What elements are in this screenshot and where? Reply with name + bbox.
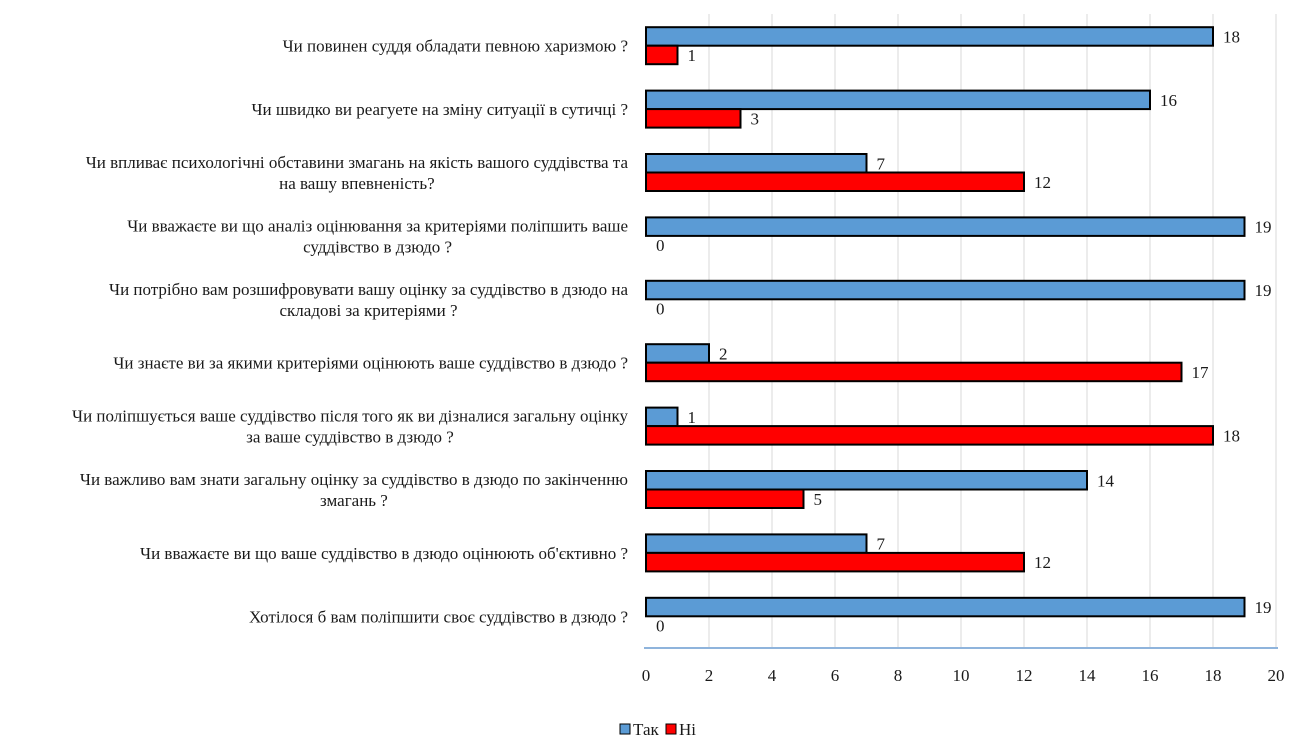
category-label: Чи вважаєте ви що ваше суддівство в дзюд…	[140, 544, 628, 563]
x-tick-label: 4	[768, 666, 777, 685]
x-tick-label: 2	[705, 666, 714, 685]
bar-ni	[645, 551, 1025, 573]
bar-tak	[645, 533, 868, 554]
bar-tak	[645, 596, 1246, 618]
category-labels: Чи повинен суддя обладати певною харизмо…	[72, 37, 628, 627]
data-label: 5	[814, 490, 823, 509]
bar-tak	[645, 153, 868, 174]
bar-tak	[645, 26, 1214, 47]
data-label: 19	[1255, 281, 1272, 300]
data-label: 0	[656, 300, 665, 319]
data-label: 18	[1223, 426, 1240, 445]
bar-ni	[645, 361, 1183, 383]
category-label: Чи знаєте ви за якими критеріями оцінюют…	[113, 354, 628, 373]
bars	[645, 26, 1246, 618]
data-label: 7	[877, 535, 886, 554]
data-label: 12	[1034, 553, 1051, 572]
x-tick-label: 10	[953, 666, 970, 685]
legend: Так Ні	[619, 720, 696, 739]
bar-tak	[645, 279, 1246, 301]
legend-label: Так	[633, 720, 660, 739]
legend-swatch-tak	[619, 723, 631, 735]
legend-swatch-ni	[665, 723, 677, 735]
category-label: Хотілося б вам поліпшити своє суддівство…	[249, 607, 628, 626]
bar-tak	[645, 216, 1246, 237]
data-label: 18	[1223, 27, 1240, 46]
x-tick-label: 14	[1079, 666, 1097, 685]
category-label: Чи потрібно вам розшифровувати вашу оцін…	[109, 280, 628, 320]
bar-ni	[645, 425, 1214, 446]
bar-ni	[645, 44, 679, 66]
category-label: Чи повинен суддя обладати певною харизмо…	[283, 37, 628, 56]
data-label: 0	[656, 617, 665, 636]
data-label: 2	[719, 344, 728, 363]
category-label: Чи швидко ви реагуете на зміну ситуації …	[251, 100, 628, 119]
x-tick-label: 12	[1016, 666, 1033, 685]
data-label: 3	[751, 109, 760, 128]
category-label: Чи впливає психологічні обставини змаган…	[86, 153, 629, 193]
x-tick-label: 0	[642, 666, 651, 685]
data-label: 19	[1255, 598, 1272, 617]
data-label: 17	[1192, 363, 1210, 382]
data-label: 7	[877, 154, 886, 173]
data-label: 16	[1160, 91, 1177, 110]
x-tick-label: 8	[894, 666, 903, 685]
bar-tak	[645, 470, 1088, 491]
data-label: 0	[656, 236, 665, 255]
bar-ni	[645, 108, 742, 129]
data-label: 14	[1097, 471, 1115, 490]
x-tick-label: 20	[1268, 666, 1285, 685]
bar-ni	[645, 171, 1025, 192]
data-label: 1	[688, 46, 697, 65]
category-label: Чи важливо вам знати загальну оцінку за …	[80, 470, 628, 510]
x-axis-ticks: 0 2 4 6 8 10 12 14 16 18 20	[642, 666, 1285, 685]
bar-ni	[645, 488, 805, 509]
data-label: 19	[1255, 218, 1272, 237]
x-tick-label: 18	[1205, 666, 1222, 685]
data-label: 1	[688, 408, 697, 427]
category-label: Чи вважаєте ви що аналіз оцінювання за к…	[127, 216, 628, 256]
category-label: Чи поліпшується ваше суддівство після то…	[72, 407, 628, 447]
bar-tak	[645, 343, 710, 364]
data-label: 12	[1034, 173, 1051, 192]
x-tick-label: 6	[831, 666, 840, 685]
gridlines	[708, 14, 1277, 648]
data-labels: 18 1 16 3 7 12 19 0 19 0 2 17 1 18 14 5 7 12 19 0	[656, 27, 1272, 635]
bar-tak	[645, 406, 679, 428]
bar-tak	[645, 89, 1151, 111]
x-tick-label: 16	[1142, 666, 1159, 685]
legend-label: Ні	[679, 720, 696, 739]
